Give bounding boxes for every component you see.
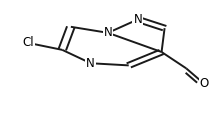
Text: N: N xyxy=(104,26,112,39)
Text: N: N xyxy=(86,57,95,70)
Text: Cl: Cl xyxy=(22,36,34,49)
Text: O: O xyxy=(200,77,209,90)
Text: N: N xyxy=(133,13,142,26)
